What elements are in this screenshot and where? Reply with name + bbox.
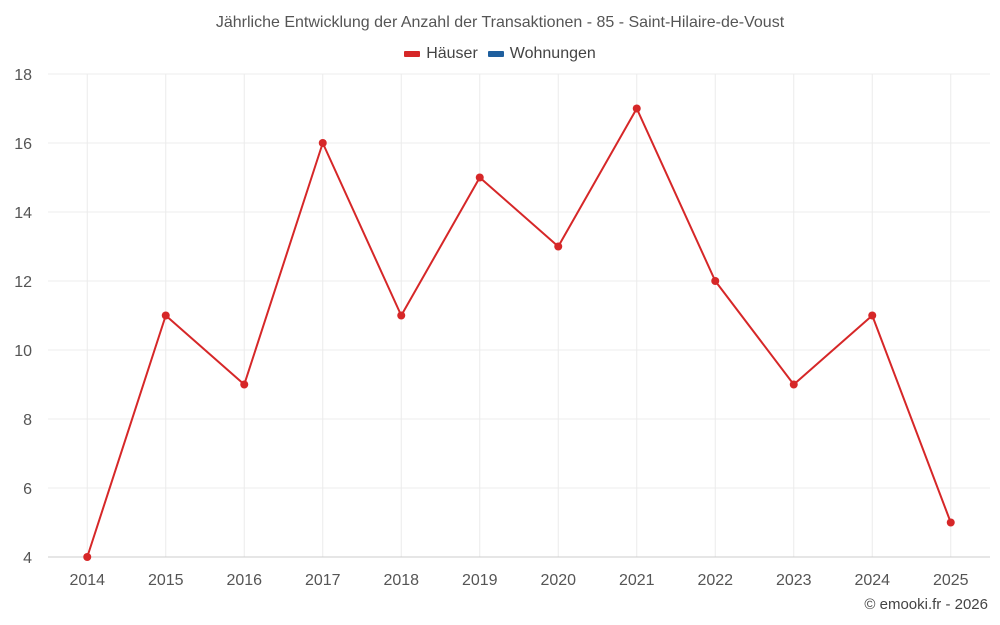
data-point-0-2024 bbox=[868, 311, 877, 320]
data-point-0-2023 bbox=[789, 380, 798, 389]
data-point-0-2015 bbox=[161, 311, 170, 320]
chart-title: Jährliche Entwicklung der Anzahl der Tra… bbox=[215, 14, 785, 31]
series-line-0 bbox=[86, 107, 952, 558]
y-tick-label-18: 18 bbox=[14, 67, 32, 84]
x-tick-label-2018: 2018 bbox=[383, 572, 419, 589]
x-tick-label-2015: 2015 bbox=[148, 572, 184, 589]
y-tick-label-4: 4 bbox=[23, 550, 32, 567]
data-point-0-2014 bbox=[83, 553, 92, 561]
y-tick-label-8: 8 bbox=[23, 412, 32, 429]
x-tick-label-2014: 2014 bbox=[69, 572, 105, 589]
y-tick-label-14: 14 bbox=[14, 205, 32, 222]
legend: Häuser Wohnungen bbox=[0, 45, 1000, 63]
data-point-0-2016 bbox=[240, 380, 249, 389]
legend-swatch-wohnungen bbox=[487, 51, 504, 57]
data-point-0-2018 bbox=[397, 311, 406, 320]
data-point-0-2019 bbox=[475, 173, 484, 182]
data-point-0-2022 bbox=[711, 277, 720, 285]
credit-text: © emooki.fr - 2026 bbox=[864, 596, 988, 613]
x-tick-label-2023: 2023 bbox=[776, 572, 812, 589]
data-point-0-2017 bbox=[318, 139, 327, 147]
legend-label-wohnungen: Wohnungen bbox=[509, 45, 596, 62]
x-tick-label-2017: 2017 bbox=[305, 572, 341, 589]
x-tick-label-2021: 2021 bbox=[619, 572, 655, 589]
legend-item-haeuser[interactable]: Häuser bbox=[404, 45, 478, 63]
legend-label-haeuser: Häuser bbox=[426, 45, 478, 62]
y-tick-label-12: 12 bbox=[14, 274, 32, 291]
x-tick-label-2025: 2025 bbox=[933, 572, 969, 589]
x-tick-label-2024: 2024 bbox=[854, 572, 890, 589]
y-tick-label-10: 10 bbox=[14, 343, 32, 360]
data-point-0-2021 bbox=[632, 104, 641, 113]
x-tick-label-2020: 2020 bbox=[540, 572, 576, 589]
legend-item-wohnungen[interactable]: Wohnungen bbox=[487, 45, 596, 63]
x-tick-label-2022: 2022 bbox=[697, 572, 733, 589]
x-tick-label-2019: 2019 bbox=[462, 572, 498, 589]
data-point-0-2020 bbox=[554, 242, 563, 251]
y-tick-label-16: 16 bbox=[14, 136, 32, 153]
x-tick-label-2016: 2016 bbox=[226, 572, 262, 589]
y-tick-label-6: 6 bbox=[23, 481, 32, 498]
data-point-0-2025 bbox=[946, 518, 955, 527]
legend-swatch-haeuser bbox=[404, 51, 421, 57]
